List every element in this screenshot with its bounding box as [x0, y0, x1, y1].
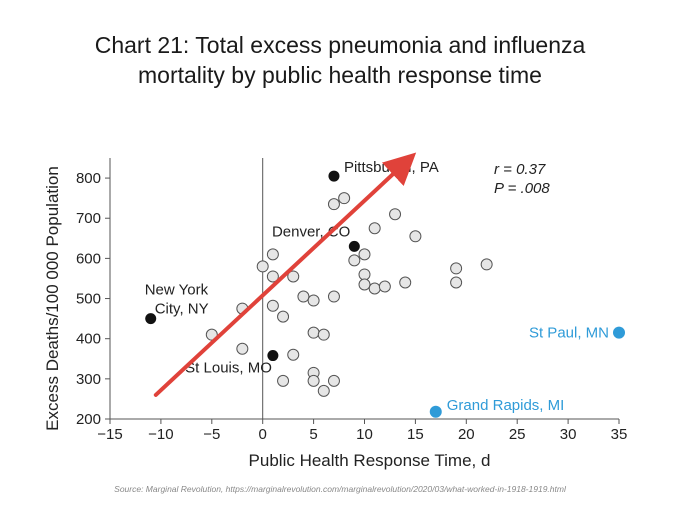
city-label: Denver, CO: [272, 223, 350, 240]
scatter-chart: −15 −10 −5 0 5 10 15 20 25 30 35 200 300 400 500 600 700…: [43, 152, 628, 470]
data-point-open: [358, 278, 371, 291]
data-point-open: [368, 222, 381, 235]
data-point-open: [287, 348, 300, 361]
x-tick-label: 35: [611, 426, 628, 443]
city-label: New York City, NY: [145, 282, 209, 318]
x-tick-label: 25: [509, 426, 526, 443]
x-axis-label: Public Health Response Time, d: [249, 451, 491, 470]
y-tick-label: 200: [76, 411, 101, 428]
data-point-open: [399, 276, 412, 289]
city-label-line: New York: [145, 282, 209, 299]
chart-title-line-2: mortality by public health response time: [138, 62, 542, 88]
data-point-open: [368, 282, 381, 295]
stat-p: P = .008: [494, 180, 550, 197]
y-tick-label: 300: [76, 371, 101, 388]
data-point-open: [297, 290, 310, 303]
x-tick-label: 20: [458, 426, 475, 443]
city-label: St Louis, MO: [185, 360, 272, 377]
data-point-open: [277, 374, 290, 387]
city-label: Grand Rapids, MI: [447, 397, 565, 414]
source-note: Source: Marginal Revolution, https://mar…: [114, 484, 566, 494]
x-tick-label: −10: [148, 426, 173, 443]
data-point-open: [450, 276, 463, 289]
data-point-open: [236, 342, 249, 355]
x-tick-label: −15: [97, 426, 122, 443]
data-point-open: [317, 384, 330, 397]
y-tick-label: 600: [76, 250, 101, 267]
data-point-open: [327, 290, 340, 303]
y-tick-label: 700: [76, 210, 101, 227]
data-point-open: [348, 254, 361, 267]
city-label-line: St Louis, MO: [185, 360, 272, 377]
data-point-open: [389, 208, 402, 221]
city-label-line: City, NY: [155, 301, 209, 318]
y-tick-label: 400: [76, 331, 101, 348]
data-point-labeled: [267, 350, 279, 362]
data-point-open: [266, 248, 279, 261]
data-point-labeled: [328, 170, 340, 182]
x-tick-label: 0: [259, 426, 267, 443]
data-point-open: [307, 326, 320, 339]
x-tick-label: 10: [356, 426, 373, 443]
data-point-open: [256, 260, 269, 273]
data-point-labeled: [429, 405, 442, 418]
data-point-open: [266, 270, 279, 283]
chart-title: Chart 21: Total excess pneumonia and inf…: [0, 30, 680, 90]
data-point-open: [358, 248, 371, 261]
chart-title-line-1: Chart 21: Total excess pneumonia and inf…: [94, 32, 586, 58]
data-point-open: [450, 262, 463, 275]
x-tick-label: 5: [309, 426, 317, 443]
data-point-open: [287, 270, 300, 283]
city-label: St Paul, MN: [529, 325, 609, 342]
y-tick-label: 500: [76, 291, 101, 308]
data-point-open: [307, 374, 320, 387]
y-axis-label: Excess Deaths/100 000 Population: [43, 166, 62, 431]
data-point-labeled: [348, 240, 360, 252]
data-point-open: [327, 198, 340, 211]
city-label-line: St Paul, MN: [529, 325, 609, 342]
data-point-open: [317, 328, 330, 341]
data-point-open: [338, 192, 351, 205]
data-point-open: [307, 294, 320, 307]
x-tick-label: 15: [407, 426, 424, 443]
y-tick-label: 800: [76, 170, 101, 187]
data-point-open: [378, 280, 391, 293]
data-point-labeled: [145, 313, 157, 325]
city-label-line: Grand Rapids, MI: [447, 397, 565, 414]
x-tick-label: −5: [203, 426, 220, 443]
data-point-open: [327, 374, 340, 387]
data-point-open: [480, 258, 493, 271]
data-point-open: [409, 230, 422, 243]
stat-r: r = 0.37: [494, 161, 546, 178]
trend-arrow: [153, 152, 417, 397]
data-point-open: [358, 268, 371, 281]
data-point-open: [266, 299, 279, 312]
data-point-open: [277, 310, 290, 323]
data-point-labeled: [613, 326, 625, 339]
city-label-line: Denver, CO: [272, 223, 350, 240]
x-tick-label: 30: [560, 426, 577, 443]
